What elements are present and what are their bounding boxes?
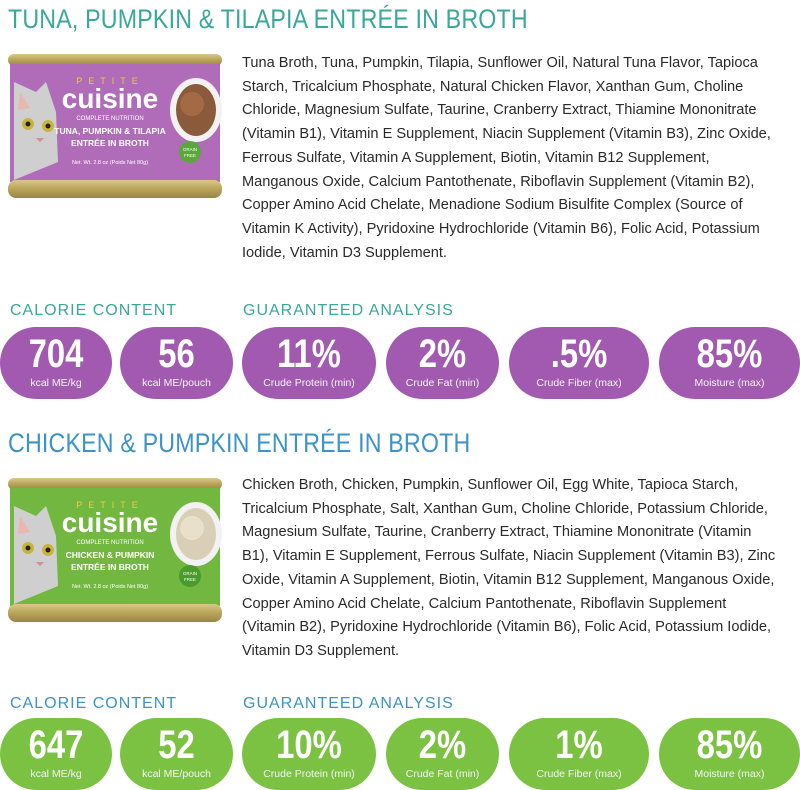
stat-value: 11% bbox=[277, 332, 341, 376]
stat-caption: Crude Fiber (max) bbox=[536, 377, 622, 389]
stat-pill-fiber: .5% Crude Fiber (max) bbox=[509, 327, 649, 399]
guaranteed-analysis-label: GUARANTEED ANALYSIS bbox=[243, 302, 454, 319]
product-can-image: PETITE cuisine COMPLETE NUTRITION TUNA, … bbox=[8, 54, 222, 198]
food-bowl-illustration bbox=[170, 78, 222, 142]
stat-pill-kcal-kg: 704 kcal ME/kg bbox=[0, 327, 112, 399]
stat-value: 10% bbox=[276, 723, 342, 767]
calorie-content-label: CALORIE CONTENT bbox=[10, 695, 178, 712]
can-top-rim bbox=[8, 54, 222, 66]
stat-pill-fat: 2% Crude Fat (min) bbox=[386, 327, 499, 399]
can-brand: cuisine bbox=[62, 83, 158, 114]
stat-value: 2% bbox=[418, 723, 467, 767]
stat-pill-kcal-kg: 647 kcal ME/kg bbox=[0, 718, 112, 790]
can-brand-small: PETITE bbox=[76, 500, 144, 510]
badge-line-2: FREE bbox=[184, 153, 196, 158]
product-title: CHICKEN & PUMPKIN ENTRÉE IN BROTH bbox=[8, 428, 471, 458]
stat-caption: Crude Protein (min) bbox=[263, 377, 355, 389]
stat-value: 56 bbox=[158, 332, 195, 376]
ingredients-text: Chicken Broth, Chicken, Pumpkin, Sunflow… bbox=[242, 477, 776, 659]
guaranteed-analysis-label: GUARANTEED ANALYSIS bbox=[243, 695, 454, 712]
food-bowl-illustration bbox=[170, 502, 222, 566]
cat-illustration bbox=[14, 82, 58, 180]
stat-pill-moisture: 85% Moisture (max) bbox=[659, 327, 800, 399]
calorie-content-label: CALORIE CONTENT bbox=[10, 302, 178, 319]
product-title: TUNA, PUMPKIN & TILAPIA ENTRÉE IN BROTH bbox=[8, 4, 528, 34]
stat-caption: Crude Fat (min) bbox=[405, 377, 480, 389]
stat-pill-protein: 11% Crude Protein (min) bbox=[242, 327, 376, 399]
stat-caption: Crude Protein (min) bbox=[263, 768, 355, 780]
can-bottom-rim bbox=[8, 604, 222, 622]
can-top-rim bbox=[8, 478, 222, 490]
stat-value: 704 bbox=[28, 332, 84, 376]
grain-free-badge bbox=[179, 565, 201, 587]
ingredients-text: Tuna Broth, Tuna, Pumpkin, Tilapia, Sunf… bbox=[242, 55, 771, 261]
stat-caption: Moisture (max) bbox=[694, 377, 765, 389]
stat-value: 1% bbox=[555, 723, 603, 767]
stat-value: 85% bbox=[696, 723, 763, 767]
can-tagline: COMPLETE NUTRITION bbox=[76, 540, 143, 546]
can-brand-small: PETITE bbox=[76, 76, 144, 86]
stat-caption: Crude Fat (min) bbox=[405, 768, 480, 780]
cat-illustration bbox=[14, 506, 58, 604]
stat-caption: kcal ME/kg bbox=[30, 768, 82, 780]
stat-value: 2% bbox=[418, 332, 467, 376]
can-product-line-2: ENTRÉE IN BROTH bbox=[71, 562, 149, 572]
stat-pill-fat: 2% Crude Fat (min) bbox=[386, 718, 499, 790]
stat-pill-kcal-pouch: 56 kcal ME/pouch bbox=[120, 327, 233, 399]
stat-pill-kcal-pouch: 52 kcal ME/pouch bbox=[120, 718, 233, 790]
stat-value: 85% bbox=[696, 332, 763, 376]
can-net-weight: Net. Wt. 2.8 oz (Poids Net 80g) bbox=[72, 160, 148, 166]
can-product-line-1: CHICKEN & PUMPKIN bbox=[66, 550, 155, 560]
stat-value: 647 bbox=[28, 723, 84, 767]
badge-line-2: FREE bbox=[184, 577, 196, 582]
stat-pill-moisture: 85% Moisture (max) bbox=[659, 718, 800, 790]
can-bottom-rim bbox=[8, 180, 222, 198]
stat-caption: kcal ME/pouch bbox=[142, 377, 211, 389]
stat-caption: Crude Fiber (max) bbox=[536, 768, 622, 780]
can-product-line-2: ENTRÉE IN BROTH bbox=[71, 138, 149, 148]
stat-value: .5% bbox=[550, 332, 608, 376]
product-can-image: PETITE cuisine COMPLETE NUTRITION CHICKE… bbox=[8, 478, 222, 622]
can-product-line-1: TUNA, PUMPKIN & TILAPIA bbox=[54, 126, 165, 136]
stat-value: 52 bbox=[158, 723, 195, 767]
stat-pill-protein: 10% Crude Protein (min) bbox=[242, 718, 376, 790]
stat-caption: Moisture (max) bbox=[694, 768, 765, 780]
badge-line-1: GRAIN bbox=[183, 571, 197, 576]
badge-line-1: GRAIN bbox=[183, 147, 197, 152]
product-section-tuna: TUNA, PUMPKIN & TILAPIA ENTRÉE IN BROTH … bbox=[0, 4, 800, 399]
product-section-chicken: CHICKEN & PUMPKIN ENTRÉE IN BROTH PETITE… bbox=[0, 424, 800, 790]
can-brand: cuisine bbox=[62, 507, 158, 538]
stat-pill-fiber: 1% Crude Fiber (max) bbox=[509, 718, 649, 790]
stat-caption: kcal ME/kg bbox=[30, 377, 82, 389]
can-tagline: COMPLETE NUTRITION bbox=[76, 116, 143, 122]
can-net-weight: Net. Wt. 2.8 oz (Poids Net 80g) bbox=[72, 584, 148, 590]
stat-caption: kcal ME/pouch bbox=[142, 768, 211, 780]
grain-free-badge bbox=[179, 141, 201, 163]
